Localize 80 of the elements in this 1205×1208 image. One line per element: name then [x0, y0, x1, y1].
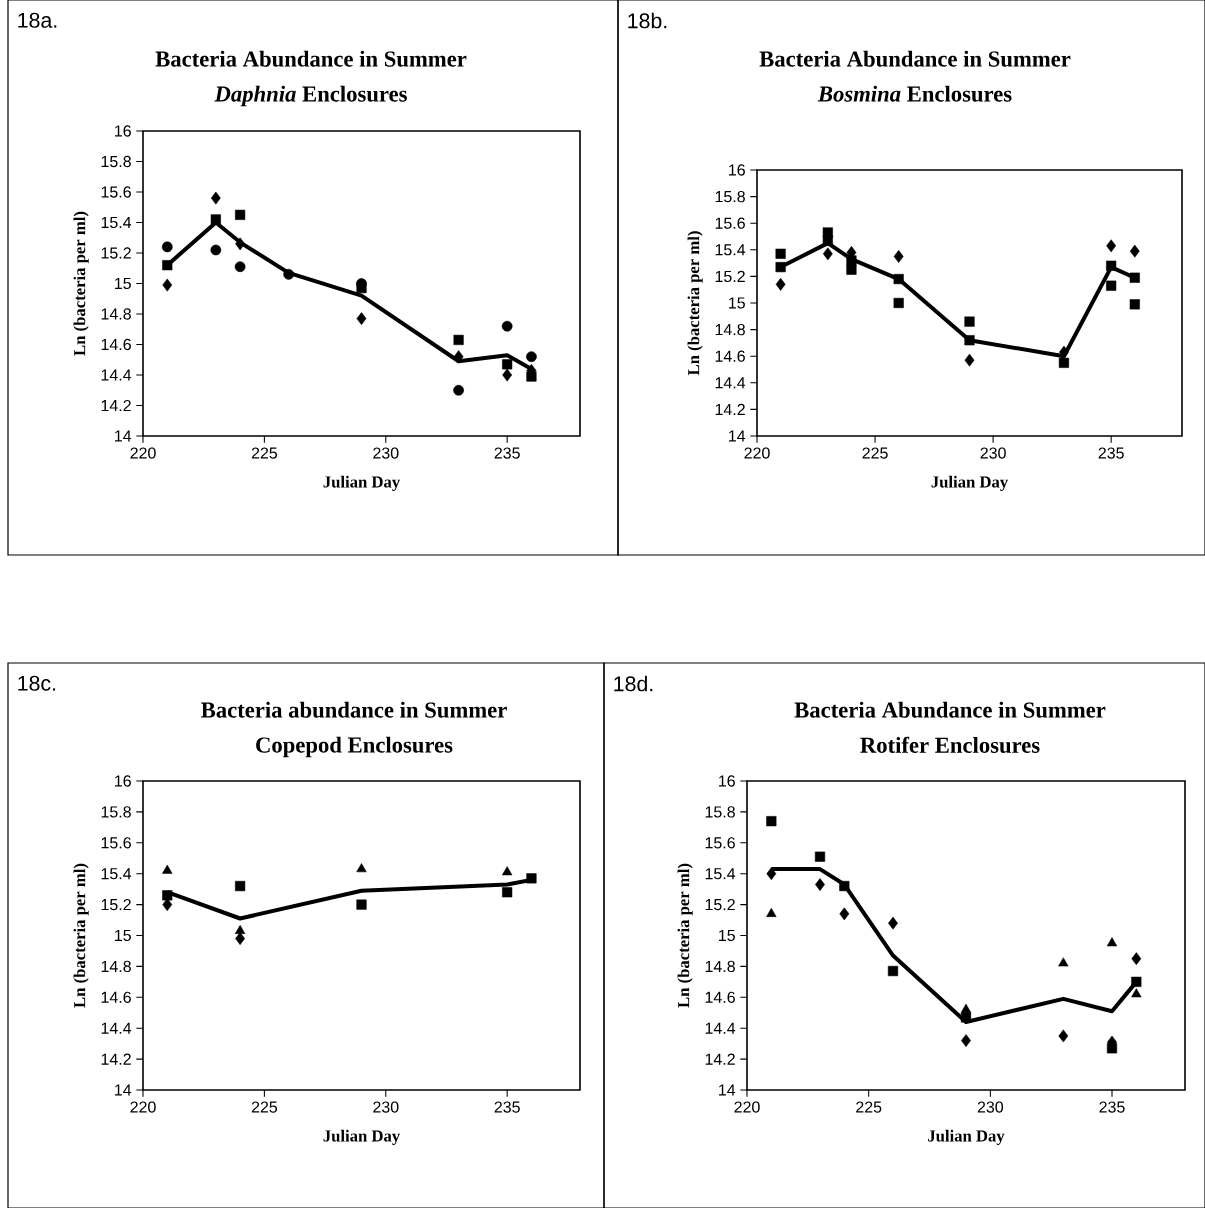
y-tick-label: 14.2 — [705, 1053, 735, 1065]
y-axis-title: Ln (bacteria per ml) — [677, 863, 693, 1008]
x-axis-title: Julian Day — [931, 475, 1008, 492]
y-tick-label: 14.8 — [705, 960, 735, 973]
y-axis-title: Ln (bacteria per ml) — [73, 863, 89, 1008]
x-tick-label: 230 — [980, 447, 1006, 459]
x-tick-label: 235 — [1098, 447, 1124, 459]
chart-title: Bacteria Abundance in Summer — [155, 50, 467, 67]
y-tick-label: 16 — [719, 775, 735, 787]
chart-subtitle: Bosmina Enclosures — [817, 85, 1012, 102]
text: 18a. — [18, 12, 57, 28]
x-tick-label: 220 — [734, 1101, 760, 1113]
x-tick-label: 235 — [494, 1101, 520, 1113]
y-tick-label: 14.6 — [705, 991, 735, 1003]
y-tick-label: 14.8 — [101, 308, 131, 320]
y-tick-label: 14 — [115, 430, 132, 442]
y-tick-label: 15 — [115, 277, 131, 290]
y-tick-label: 16 — [115, 125, 131, 137]
x-tick-label: 230 — [373, 1101, 399, 1113]
y-tick-label: 14.6 — [101, 338, 131, 351]
y-tick-label: 15.6 — [715, 217, 745, 229]
y-tick-label: 14.4 — [715, 377, 746, 389]
y-tick-label: 14.4 — [101, 369, 132, 381]
text: 18c. — [18, 675, 56, 691]
x-tick-label: 220 — [130, 1101, 156, 1113]
y-tick-label: 15.2 — [705, 898, 735, 911]
y-tick-label: 15 — [115, 929, 131, 942]
x-tick-label: 235 — [494, 447, 520, 459]
y-tick-label: 14.6 — [715, 350, 745, 362]
y-tick-label: 15.8 — [705, 806, 735, 818]
y-tick-label: 14.2 — [101, 399, 131, 412]
y-tick-label: 15.6 — [101, 186, 131, 198]
x-tick-label: 220 — [130, 447, 156, 459]
x-tick-label: 230 — [977, 1101, 1004, 1113]
y-tick-label: 16 — [115, 775, 131, 787]
y-tick-label: 15.2 — [715, 270, 745, 283]
y-tick-label: 14.2 — [101, 1053, 131, 1065]
x-tick-label: 225 — [856, 1101, 882, 1113]
y-tick-label: 15.6 — [101, 837, 131, 849]
y-tick-label: 15.4 — [101, 868, 132, 880]
chart-subtitle: Copepod Enclosures — [256, 736, 453, 758]
x-tick-label: 225 — [251, 1101, 278, 1113]
y-tick-label: 15.2 — [101, 247, 131, 259]
y-tick-label: 15 — [729, 297, 745, 309]
y-tick-label: 16 — [729, 164, 745, 176]
chart-title: Bacteria abundance in Summer — [201, 701, 507, 718]
y-tick-label: 14.8 — [715, 323, 745, 336]
x-axis-title: Julian Day — [323, 475, 400, 492]
y-tick-label: 14.2 — [715, 403, 745, 415]
y-tick-label: 14 — [719, 1084, 736, 1096]
y-tick-label: 15 — [719, 929, 735, 942]
y-tick-label: 15.4 — [101, 216, 132, 229]
y-tick-label: 14 — [115, 1084, 132, 1096]
chart-title: Bacteria Abundance in Summer — [759, 50, 1071, 67]
y-tick-label: 15.8 — [101, 155, 131, 168]
y-tick-label: 14.4 — [705, 1022, 736, 1034]
chart-subtitle: Daphnia Enclosures — [214, 85, 407, 107]
x-tick-label: 220 — [744, 447, 770, 459]
y-tick-label: 15.6 — [705, 837, 735, 849]
y-tick-label: 14 — [729, 430, 746, 442]
y-tick-label: 14.4 — [101, 1022, 132, 1034]
chart-title: Bacteria Abundance in Summer — [794, 701, 1106, 718]
y-axis-title: Ln (bacteria per ml) — [687, 231, 703, 376]
y-tick-label: 14.8 — [101, 960, 131, 973]
y-tick-label: 15.8 — [715, 190, 745, 203]
text: 18d. — [614, 675, 653, 692]
x-axis-title: Julian Day — [928, 1129, 1005, 1146]
chart-subtitle: Rotifer Enclosures — [860, 736, 1040, 753]
x-tick-label: 225 — [251, 447, 278, 459]
y-tick-label: 15.4 — [705, 868, 736, 880]
y-tick-label: 15.2 — [101, 898, 131, 911]
text: 18b. — [628, 12, 667, 29]
x-tick-label: 225 — [862, 447, 888, 459]
y-axis-title: Ln (bacteria per ml) — [73, 211, 89, 356]
y-tick-label: 15.4 — [715, 244, 746, 256]
y-tick-label: 15.8 — [101, 806, 131, 818]
y-tick-label: 14.6 — [101, 991, 131, 1003]
x-tick-label: 235 — [1099, 1101, 1125, 1113]
x-tick-label: 230 — [373, 447, 399, 459]
x-axis-title: Julian Day — [323, 1129, 400, 1146]
